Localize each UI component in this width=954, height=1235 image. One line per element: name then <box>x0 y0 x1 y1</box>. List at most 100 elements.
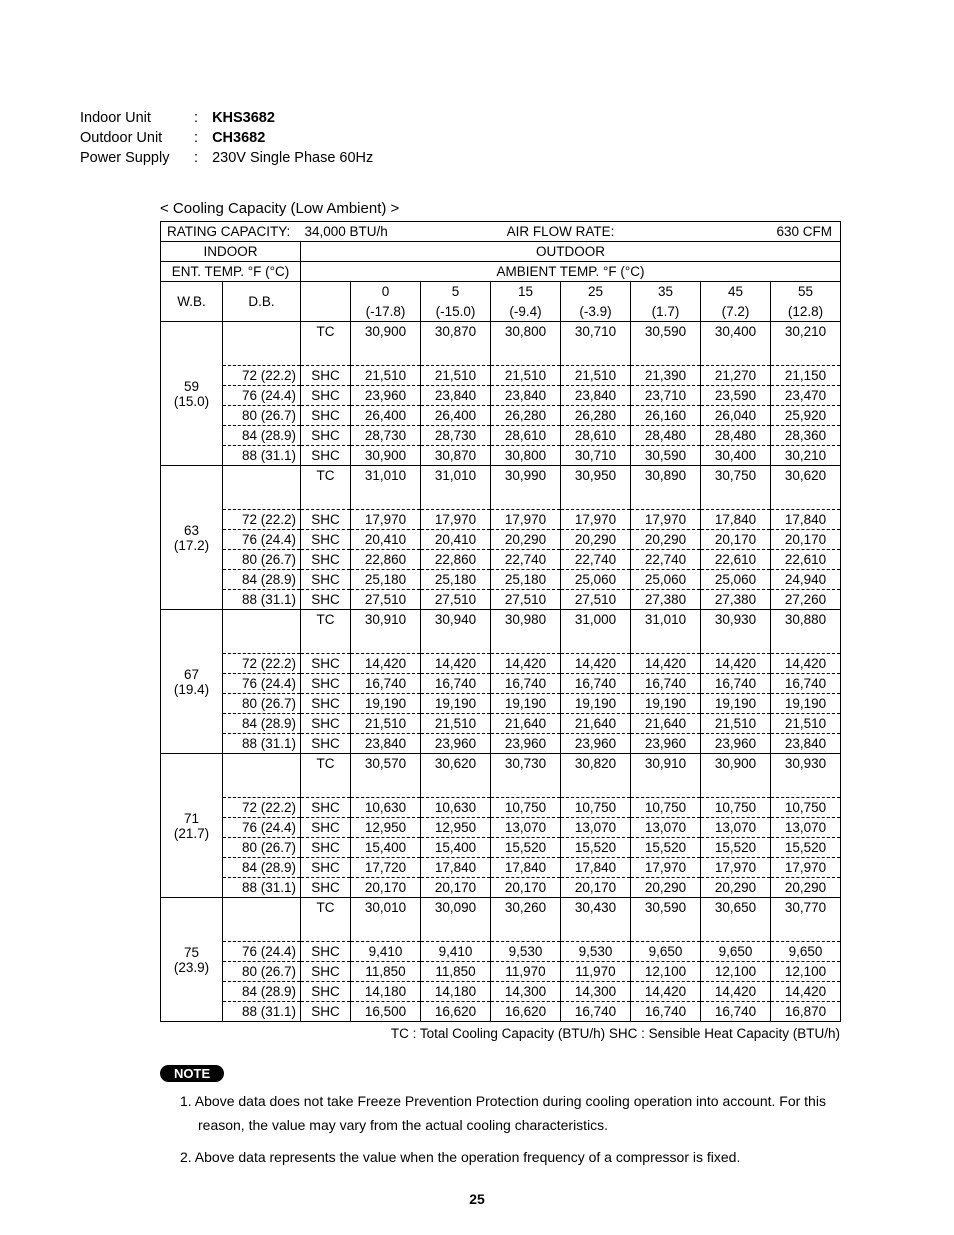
db-cell: 80 (26.7) <box>223 550 301 570</box>
table-row: 76 (24.4) SHC 12,95012,95013,07013,07013… <box>161 818 841 838</box>
value-cell: 20,410 <box>351 530 421 550</box>
value-cell: 30,210 <box>771 446 841 466</box>
value-cell: 10,630 <box>421 798 491 818</box>
value-cell <box>421 342 491 366</box>
value-cell: 23,960 <box>631 734 701 754</box>
value-cell: 10,750 <box>631 798 701 818</box>
type-cell <box>301 486 351 510</box>
table-row: W.B. D.B. 0 5 15 25 35 45 55 <box>161 282 841 302</box>
db-cell <box>223 774 301 798</box>
table-row: 72 (22.2) SHC 17,97017,97017,97017,97017… <box>161 510 841 530</box>
db-cell <box>223 322 301 342</box>
value-cell: 20,170 <box>491 878 561 898</box>
value-cell: 25,920 <box>771 406 841 426</box>
value-cell: 14,420 <box>771 982 841 1002</box>
value-cell: 10,750 <box>771 798 841 818</box>
value-cell: 21,510 <box>771 714 841 734</box>
value-cell: 20,170 <box>351 878 421 898</box>
value-cell: 14,420 <box>421 654 491 674</box>
type-cell: SHC <box>301 590 351 610</box>
value-cell <box>771 342 841 366</box>
value-cell: 30,400 <box>701 446 771 466</box>
value-cell <box>351 918 421 942</box>
value-cell: 17,970 <box>421 510 491 530</box>
value-cell: 19,190 <box>771 694 841 714</box>
value-cell <box>351 342 421 366</box>
type-cell: SHC <box>301 942 351 962</box>
type-cell: SHC <box>301 818 351 838</box>
type-cell <box>301 342 351 366</box>
value-cell: 25,060 <box>631 570 701 590</box>
value-cell <box>351 774 421 798</box>
col-f: 35 <box>631 282 701 302</box>
value-cell: 15,520 <box>631 838 701 858</box>
wb-cell: 63 (17.2) <box>161 466 223 610</box>
value-cell <box>421 630 491 654</box>
col-c: (-17.8) <box>351 302 421 322</box>
value-cell <box>421 774 491 798</box>
value-cell: 11,970 <box>561 962 631 982</box>
type-cell: SHC <box>301 570 351 590</box>
table-row: 76 (24.4) SHC 23,96023,84023,84023,84023… <box>161 386 841 406</box>
col-f: 15 <box>491 282 561 302</box>
note-item: 2. Above data represents the value when … <box>180 1146 860 1170</box>
value-cell: 25,180 <box>421 570 491 590</box>
type-cell: SHC <box>301 734 351 754</box>
table-row: 84 (28.9) SHC 25,18025,18025,18025,06025… <box>161 570 841 590</box>
value-cell <box>351 630 421 654</box>
value-cell <box>771 774 841 798</box>
value-cell: 30,930 <box>771 754 841 774</box>
value-cell: 21,640 <box>561 714 631 734</box>
value-cell: 21,640 <box>491 714 561 734</box>
value-cell: 30,010 <box>351 898 421 918</box>
value-cell: 30,900 <box>351 446 421 466</box>
type-cell: SHC <box>301 530 351 550</box>
db-cell: 72 (22.2) <box>223 798 301 818</box>
value-cell: 20,290 <box>491 530 561 550</box>
meta-outdoor-label: Outdoor Unit <box>80 130 190 146</box>
value-cell: 11,850 <box>351 962 421 982</box>
value-cell: 30,620 <box>771 466 841 486</box>
value-cell: 14,180 <box>351 982 421 1002</box>
value-cell: 27,510 <box>561 590 631 610</box>
value-cell <box>351 486 421 510</box>
value-cell: 30,590 <box>631 322 701 342</box>
value-cell: 23,960 <box>701 734 771 754</box>
value-cell: 9,650 <box>631 942 701 962</box>
value-cell: 13,070 <box>701 818 771 838</box>
value-cell: 19,190 <box>561 694 631 714</box>
db-cell <box>223 898 301 918</box>
value-cell: 30,980 <box>491 610 561 630</box>
db-cell: 76 (24.4) <box>223 942 301 962</box>
table-row: RATING CAPACITY: 34,000 BTU/h AIR FLOW R… <box>161 222 841 242</box>
table-row: 72 (22.2) SHC 10,63010,63010,75010,75010… <box>161 798 841 818</box>
notes: 1. Above data does not take Freeze Preve… <box>180 1090 860 1169</box>
value-cell <box>701 774 771 798</box>
meta-indoor-label: Indoor Unit <box>80 110 190 126</box>
value-cell: 10,750 <box>561 798 631 818</box>
value-cell: 16,740 <box>771 674 841 694</box>
value-cell: 21,640 <box>631 714 701 734</box>
value-cell <box>631 918 701 942</box>
db-cell: 84 (28.9) <box>223 714 301 734</box>
value-cell: 22,740 <box>491 550 561 570</box>
value-cell: 30,430 <box>561 898 631 918</box>
value-cell: 14,300 <box>561 982 631 1002</box>
value-cell: 28,610 <box>491 426 561 446</box>
page: Indoor Unit : KHS3682 Outdoor Unit : CH3… <box>0 0 954 1235</box>
value-cell: 19,190 <box>631 694 701 714</box>
value-cell: 25,060 <box>561 570 631 590</box>
table-row: 59 (15.0) TC 30,90030,87030,80030,71030,… <box>161 322 841 342</box>
table-row: 63 (17.2) TC 31,01031,01030,99030,95030,… <box>161 466 841 486</box>
value-cell: 30,900 <box>701 754 771 774</box>
type-cell: SHC <box>301 674 351 694</box>
db-cell: 76 (24.4) <box>223 818 301 838</box>
value-cell: 30,870 <box>421 322 491 342</box>
value-cell: 17,970 <box>631 510 701 530</box>
value-cell: 16,500 <box>351 1002 421 1022</box>
wb-cell: 75 (23.9) <box>161 898 223 1022</box>
col-f: 5 <box>421 282 491 302</box>
value-cell: 30,210 <box>771 322 841 342</box>
value-cell <box>561 342 631 366</box>
value-cell <box>561 486 631 510</box>
